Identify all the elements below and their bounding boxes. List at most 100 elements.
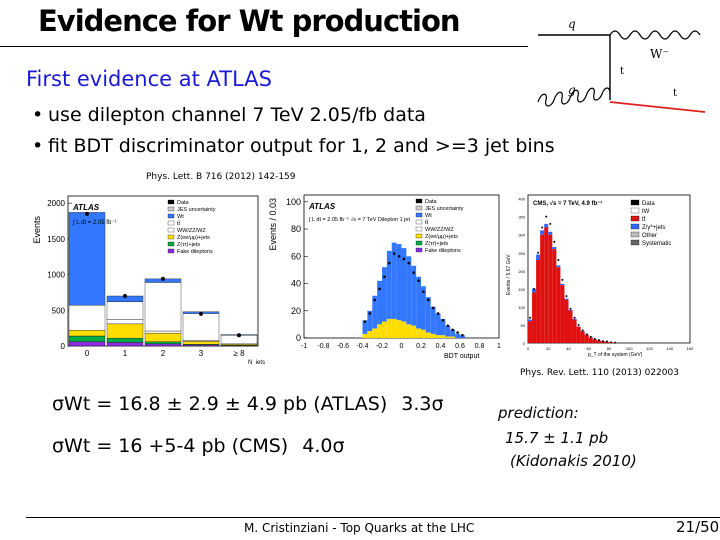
bar-z-jets	[367, 331, 373, 338]
data-point	[363, 320, 367, 323]
bar-segment	[106, 319, 144, 325]
feynman-diagram: q g W⁻ t t	[537, 17, 706, 113]
bar-segment	[144, 341, 182, 345]
legend-entry: WW/ZZ/WZ	[177, 228, 206, 234]
data-point	[565, 295, 568, 298]
formula-cms-main: σWt = 16 +5-4 pb (CMS)	[52, 435, 289, 457]
bar-z-jets	[425, 332, 431, 338]
bar-ttbar	[588, 337, 593, 343]
data-point	[402, 257, 406, 261]
data-point	[545, 215, 548, 218]
y-tick-label: 20	[291, 306, 301, 316]
data-point	[388, 261, 391, 265]
y-axis-label: Events / 5.67 GeV	[506, 254, 512, 295]
page-number: 21/50	[676, 518, 720, 536]
x-tick-label: 3	[199, 349, 204, 358]
bar-wt	[377, 280, 382, 325]
bar-z-jets	[568, 309, 573, 311]
bullet-1: • use dilepton channel 7 TeV 2.05/fb data	[32, 104, 426, 126]
bar-ttbar	[596, 340, 601, 343]
legend-entry: Z(ττ)+jets	[425, 241, 448, 247]
bar-wt	[421, 286, 426, 330]
bar-segment	[68, 305, 106, 331]
bar-wt	[460, 335, 465, 338]
bar-z-jets	[391, 318, 397, 338]
data-point	[441, 318, 445, 322]
bar-segment	[144, 282, 182, 332]
bar-z-jets	[560, 283, 565, 286]
legend-entry: Fake dileptons	[425, 248, 461, 254]
x-tick-label: 80	[607, 346, 612, 351]
bar-wt	[401, 248, 407, 322]
legend-swatch	[630, 239, 640, 246]
bullet-2: • fit BDT discriminator output for 1, 2 a…	[32, 135, 555, 157]
bar-ttbar	[592, 339, 597, 343]
legend-swatch	[630, 231, 640, 238]
y-tick-label: 250	[518, 251, 525, 256]
label-t-out: t	[673, 88, 677, 99]
data-point	[593, 338, 596, 341]
bar-z-jets	[406, 324, 412, 338]
formula-atlas: σWt = 16.8 ± 2.9 ± 4.9 pb (ATLAS) 3.3σ	[52, 393, 444, 415]
bar-segment	[144, 330, 182, 334]
legend-swatch	[415, 240, 423, 246]
data-point	[589, 335, 592, 338]
label-w: W⁻	[650, 47, 669, 61]
data-point	[577, 323, 580, 326]
chart-cms-pt: 0 50 100 150 200 250 300 350 400 0 20 40 60 80 100 120 1…	[506, 194, 694, 358]
bar-segment	[144, 343, 182, 347]
bar-ttbar	[528, 321, 533, 343]
bar-ttbar	[552, 249, 557, 343]
bar-z-jets	[544, 223, 549, 228]
data-point	[614, 341, 617, 344]
data-point	[557, 258, 560, 261]
data-point	[569, 307, 572, 310]
data-point	[85, 211, 89, 216]
bar-ttbar	[568, 310, 573, 343]
legend-entry: Z(ττ)+jets	[177, 242, 200, 248]
bullet-1-text: use dilepton channel 7 TeV 2.05/fb data	[48, 104, 426, 126]
data-point	[451, 328, 454, 332]
y-tick-label: 300	[518, 233, 525, 238]
data-point	[383, 275, 386, 279]
y-tick-label: 80	[291, 224, 301, 234]
y-tick-label: 400	[518, 197, 525, 202]
bar-segment	[106, 323, 144, 339]
x-tick-label: 0.4	[436, 343, 446, 350]
data-point	[529, 316, 532, 319]
legend-swatch	[415, 198, 423, 204]
bar-ttbar	[576, 326, 581, 343]
data-point	[597, 339, 600, 342]
legend-swatch	[415, 233, 423, 239]
x-tick-label: 160	[687, 346, 694, 351]
bar-segment	[68, 330, 106, 337]
data-point	[585, 333, 588, 336]
x-tick-label: -1	[301, 343, 307, 350]
bar-z-jets	[421, 329, 426, 338]
bar-z-jets	[540, 230, 545, 235]
bar-ttbar	[536, 259, 541, 343]
data-point	[541, 226, 544, 229]
y-tick-label: 100	[286, 197, 301, 207]
legend-swatch	[167, 241, 175, 247]
y-tick-label: 50	[521, 323, 526, 328]
x-axis-label: p_T of the system (GeV)	[588, 352, 643, 358]
formula-atlas-main: σWt = 16.8 ± 2.9 ± 4.9 pb (ATLAS)	[52, 393, 388, 415]
y-tick-label: 200	[518, 269, 525, 274]
x-tick-label: -0.4	[356, 343, 368, 350]
bar-segment	[106, 337, 144, 343]
bar-wt	[372, 295, 378, 329]
ref-cms: Phys. Rev. Lett. 110 (2013) 022003	[520, 368, 679, 378]
data-point	[601, 340, 604, 343]
x-tick-label: 0.2	[416, 343, 426, 350]
outgoing-top-line	[609, 101, 706, 113]
legend-swatch	[630, 207, 640, 214]
legend-entry: WW/ZZ/WZ	[425, 227, 454, 233]
bar-wt	[411, 265, 417, 326]
data-point	[461, 333, 464, 337]
chart-subtitle: ∫ L dt = 2.05 fb⁻¹	[72, 219, 116, 226]
bar-z-jets	[445, 336, 451, 338]
y-tick-label: 1000	[47, 271, 65, 280]
x-tick-label: -0.8	[317, 343, 329, 350]
bar-wt	[435, 313, 441, 336]
